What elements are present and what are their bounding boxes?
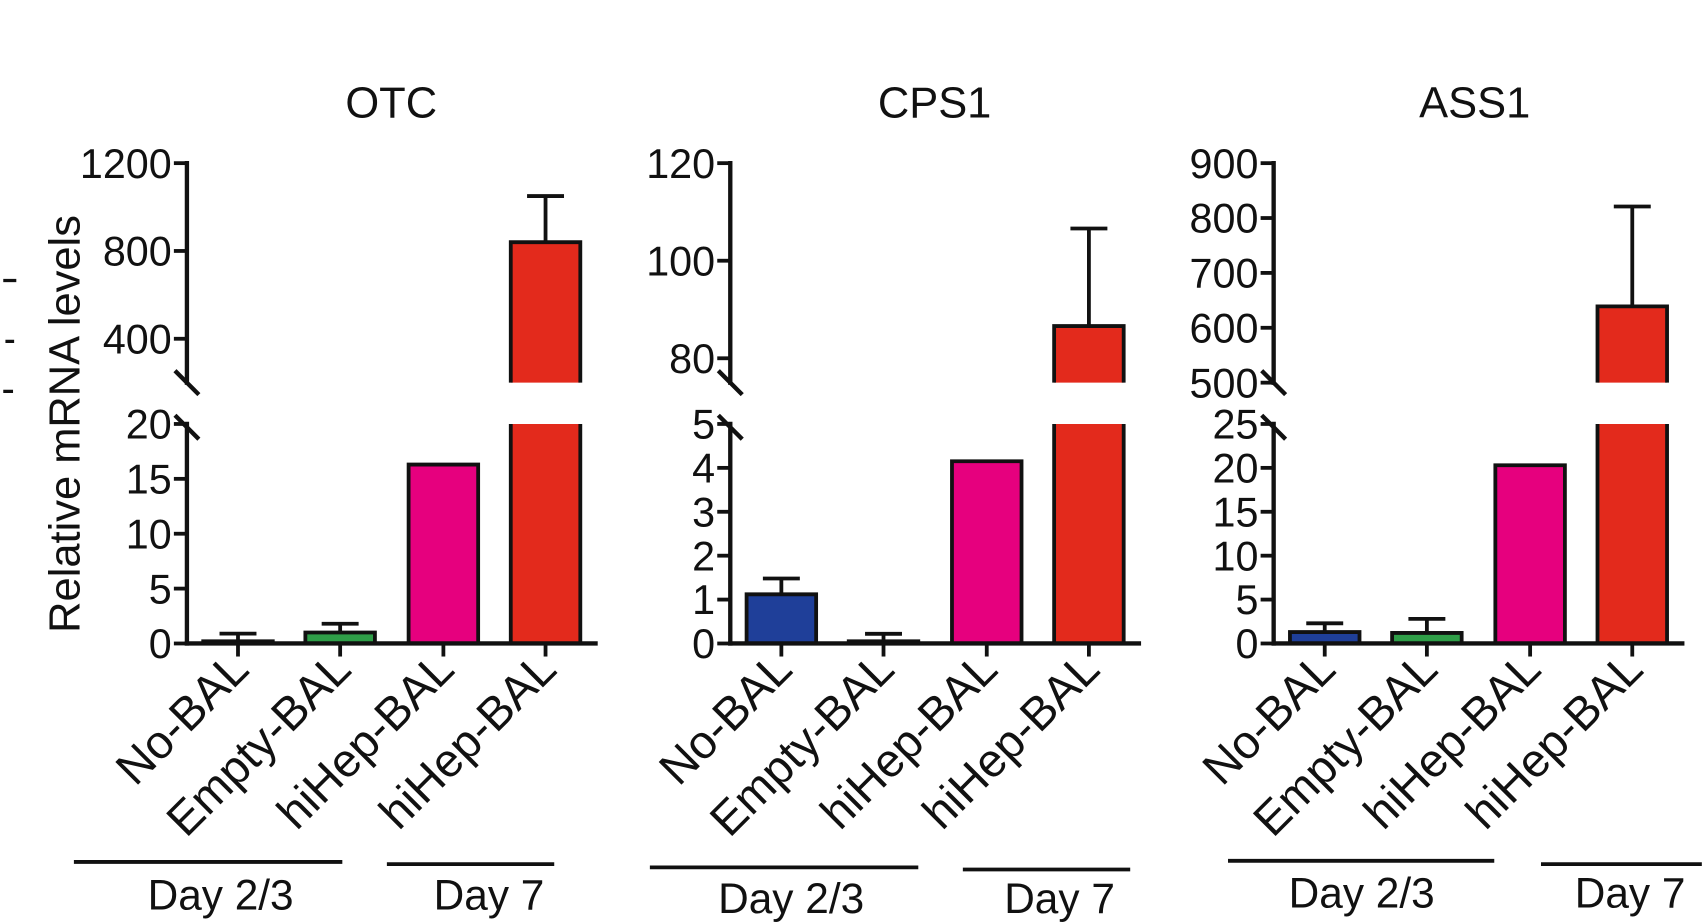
cps1-bar-3-hihep-bal [950,459,1024,646]
cps1-bar-4-hihep-bal-lower-segment [1052,423,1126,646]
ass1-y-tick-label: 25 [1213,402,1259,448]
chart-panels: OTCNo-BALEmpty-BALhiHep-BALhiHep-BAL0510… [73,80,1702,922]
otc-group-label-1: Day 2/3 [148,872,294,919]
cps1-y-tick-label: 2 [692,533,715,579]
ass1-bar-4-hihep-bal-upper-segment [1595,304,1669,383]
otc-y-tick-label: 400 [103,316,172,362]
ass1-group-label-1: Day 2/3 [1289,870,1435,917]
otc-panel: OTCNo-BALEmpty-BALhiHep-BALhiHep-BAL0510… [73,80,598,919]
cropped-edge-marks [3,278,17,393]
cps1-y-tick-label: 4 [692,446,715,492]
ass1-y-tick-label: 10 [1213,533,1259,579]
ass1-axis-break-mark-2 [1260,413,1288,441]
cps1-axis-break-mark-1 [716,369,744,397]
ass1-y-tick-label: 600 [1190,305,1259,351]
cps1-y-tick-label: 3 [692,489,715,535]
cps1-bar-1-no-bal [744,592,819,646]
ass1-y-tick-label: 5 [1235,577,1258,623]
cps1-panel: CPS1No-BALEmpty-BALhiHep-BALhiHep-BAL012… [646,80,1142,922]
otc-y-tick-label: 0 [149,621,172,667]
otc-y-tick-label: 10 [126,511,172,557]
otc-y-tick-label: 20 [126,402,172,448]
otc-chart-title: OTC [345,80,437,128]
ass1-y-tick-label: 900 [1190,141,1259,187]
cps1-group-label-2: Day 7 [1004,875,1115,922]
otc-bar-3-hihep-bal [406,462,481,646]
cps1-y-tick-label: 80 [669,336,715,382]
otc-axis-break-mark-1 [173,369,201,397]
cps1-y-tick-label: 120 [646,141,715,187]
ass1-bar-4-hihep-bal-lower-segment [1595,423,1669,646]
y-axis-label: Relative mRNA levels [41,215,89,633]
cps1-y-tick-label: 0 [692,621,715,667]
ass1-y-tick-label: 20 [1213,446,1259,492]
otc-y-tick-label: 15 [126,457,172,503]
otc-group-label-2: Day 7 [434,872,545,919]
ass1-group-label-2: Day 7 [1575,870,1686,917]
ass1-y-tick-label: 15 [1213,489,1259,535]
ass1-chart-title: ASS1 [1419,80,1530,128]
otc-y-tick-label: 1200 [80,141,172,187]
cps1-y-tick-label: 1 [692,577,715,623]
cps1-axis-break-mark-2 [716,413,744,441]
cps1-y-tick-label: 100 [646,238,715,284]
ass1-y-tick-label: 800 [1190,196,1259,242]
ass1-y-tick-label: 700 [1190,251,1259,297]
ass1-y-tick-label: 0 [1235,621,1258,667]
otc-y-tick-label: 800 [103,229,172,275]
otc-y-tick-label: 5 [149,566,172,612]
cps1-bar-4-hihep-bal-upper-segment [1052,324,1126,383]
otc-bar-4-hihep-bal-lower-segment [508,423,583,646]
cps1-chart-title: CPS1 [878,80,992,128]
otc-axis-break-mark-2 [173,413,201,441]
cps1-y-tick-label: 5 [692,402,715,448]
ass1-panel: ASS1No-BALEmpty-BALhiHep-BALhiHep-BAL051… [1190,80,1702,917]
cps1-group-label-1: Day 2/3 [718,875,864,922]
ass1-bar-3-hihep-bal [1493,463,1567,646]
otc-bar-4-hihep-bal-upper-segment [508,240,583,383]
ass1-y-tick-label: 500 [1190,360,1259,406]
